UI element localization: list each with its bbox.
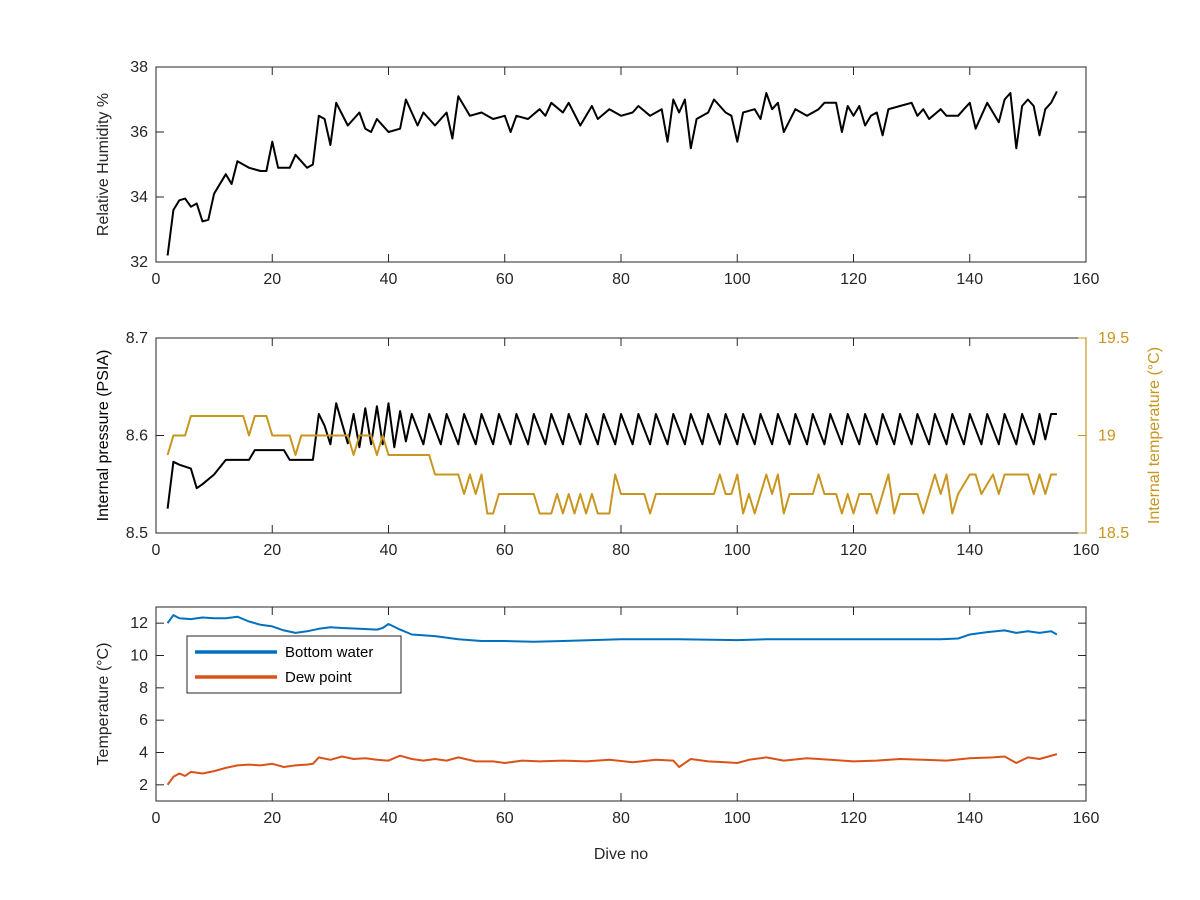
x-tick-label: 80 — [612, 542, 630, 559]
y-tick-label: 32 — [130, 254, 148, 271]
x-tick-label: 60 — [496, 810, 514, 827]
legend: Bottom water Dew point — [186, 635, 402, 694]
x-tick-label: 60 — [496, 271, 514, 288]
y-axis-label: Relative Humidity % — [95, 93, 112, 236]
x-tick-label: 80 — [612, 271, 630, 288]
dew-point-line — [166, 753, 1058, 786]
x-tick-label: 140 — [956, 542, 983, 559]
y2-tick-label: 19.5 — [1098, 330, 1129, 347]
x-tick-label: 20 — [263, 271, 281, 288]
x-tick-label: 160 — [1073, 542, 1100, 559]
x-tick-label: 40 — [380, 810, 398, 827]
x-tick-label: 120 — [840, 271, 867, 288]
x-tick-label: 40 — [380, 271, 398, 288]
x-axis-label: Dive no — [594, 846, 648, 863]
x-tick-label: 20 — [263, 810, 281, 827]
x-tick-label: 60 — [496, 542, 514, 559]
y2-tick-label: 18.5 — [1098, 525, 1129, 542]
legend-label-bottom-water: Bottom water — [285, 644, 373, 661]
x-tick-label: 100 — [724, 271, 751, 288]
y-tick-label: 10 — [130, 648, 148, 665]
x-tick-label: 20 — [263, 542, 281, 559]
x-tick-label: 0 — [152, 542, 161, 559]
y-tick-label: 34 — [130, 189, 148, 206]
y-tick-label: 12 — [130, 615, 148, 632]
y-axis-label: Internal pressure (PSIA) — [95, 350, 112, 522]
legend-box — [186, 635, 402, 694]
series-1-line — [166, 90, 1058, 256]
y2-tick-label: 19 — [1098, 428, 1116, 445]
y-tick-label: 6 — [139, 712, 148, 729]
y-tick-label: 8.6 — [126, 428, 148, 445]
legend-label-dew-point: Dew point — [285, 669, 353, 686]
x-tick-label: 160 — [1073, 271, 1100, 288]
x-tick-label: 120 — [840, 542, 867, 559]
y-tick-label: 4 — [139, 745, 148, 762]
y2-axis-label: Internal temperature (°C) — [1146, 347, 1163, 524]
x-tick-label: 40 — [380, 542, 398, 559]
x-tick-label: 0 — [152, 271, 161, 288]
y-tick-label: 2 — [139, 777, 148, 794]
plot-area — [155, 66, 1087, 263]
x-tick-label: 100 — [724, 542, 751, 559]
panel-1: 0 20 40 60 80 100 120 140 160 32 34 36 38 Relative Hu… — [95, 59, 1099, 288]
panel-2: 0 20 40 60 80 100 120 140 160 8.5 8.6 8.7 18.5 19 19.5… — [95, 330, 1163, 559]
series-2-line — [166, 415, 1057, 515]
panel-3: 0 20 40 60 80 100 120 140 160 2 4 6 8 10 12 Temperature… — [95, 606, 1100, 863]
y-tick-label: 38 — [130, 59, 148, 76]
y-tick-label: 8.5 — [126, 525, 148, 542]
x-tick-label: 0 — [152, 810, 161, 827]
y-axis-label: Temperature (°C) — [95, 643, 112, 766]
x-tick-label: 140 — [956, 810, 983, 827]
x-tick-label: 80 — [612, 810, 630, 827]
bottom-water-line — [166, 614, 1058, 643]
plot-area — [155, 337, 1087, 534]
x-tick-label: 120 — [840, 810, 867, 827]
x-tick-label: 100 — [724, 810, 751, 827]
x-tick-label: 160 — [1073, 810, 1100, 827]
y-tick-label: 36 — [130, 124, 148, 141]
x-tick-label: 140 — [956, 271, 983, 288]
y-tick-label: 8.7 — [126, 330, 148, 347]
y-tick-label: 8 — [139, 680, 148, 697]
